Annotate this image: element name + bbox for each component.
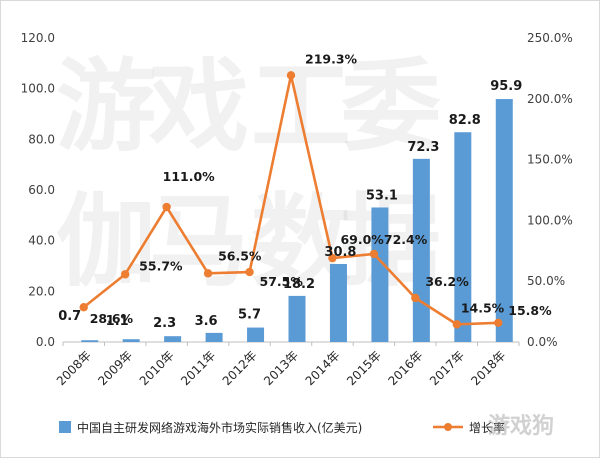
growth-value-label: 55.7% [139,258,183,273]
growth-value-label: 14.5% [461,300,505,315]
growth-value-label: 219.3% [305,51,358,66]
y-right-tick-label: 100.0% [527,213,573,227]
growth-point [79,303,88,312]
bar-value-label: 0.7 [58,309,81,324]
growth-point [369,249,379,259]
x-category-label: 2018年 [468,348,508,388]
watermark-glyph: 工 [251,48,351,165]
growth-point [328,253,337,263]
watermark-glyph: 伽 [56,183,156,300]
bar [495,99,513,342]
watermark-glyph: 游 [56,48,156,165]
growth-value-label: 15.8% [508,303,552,318]
growth-value-label: 111.0% [163,169,216,184]
x-category-label: 2010年 [137,348,177,388]
watermark-glyph: 戏 [149,48,249,165]
growth-value-label: 56.5% [218,248,262,263]
growth-value-label: 36.2% [425,274,469,289]
legend-swatch-point [444,423,452,431]
y-left-tick-label: 120.0 [21,31,55,45]
bar-value-label: 18.2 [283,277,315,292]
bar-value-label: 30.8 [324,245,356,260]
bar-value-label: 53.1 [366,188,398,203]
y-right-tick-label: 250.0% [527,31,573,45]
growth-point [120,270,130,279]
growth-point [494,318,503,327]
bar [288,295,306,342]
bar-value-label: 2.3 [153,316,176,331]
x-category-label: 2009年 [95,348,135,388]
growth-point [245,267,254,277]
y-left-tick-label: 20.0 [28,284,55,298]
bar [81,340,99,342]
bar [122,339,140,342]
x-category-label: 2017年 [427,348,467,388]
watermark-glyph: 马 [149,183,249,300]
bar-value-label: 95.9 [490,79,522,94]
x-category-label: 2014年 [303,348,343,388]
growth-value-label: 57.5% [260,274,304,289]
growth-value-label: 72.4% [384,232,428,247]
growth-point [286,71,296,80]
y-right-tick-label: 50.0% [527,274,565,288]
growth-value-label: 69.0% [340,232,384,247]
bar [329,263,347,342]
growth-point [162,202,171,212]
bar-value-label: 72.3 [407,140,439,155]
x-category-label: 2012年 [220,348,260,388]
growth-point [452,320,462,329]
bar [454,132,472,342]
bar [412,158,430,342]
bar-value-label: 3.6 [195,314,218,329]
y-left-tick-label: 0.0 [36,335,55,349]
y-right-tick-label: 0.0% [527,335,558,349]
y-right-tick-label: 150.0% [527,153,573,167]
bar [247,327,265,342]
bar [205,332,223,342]
x-category-label: 2015年 [344,348,384,388]
y-right-tick-label: 200.0% [527,92,573,106]
growth-point [203,269,213,278]
y-left-tick-label: 60.0 [28,183,55,197]
y-left-tick-label: 40.0 [28,234,55,248]
y-left-tick-label: 100.0 [21,82,55,96]
bar-value-label: 5.7 [238,308,261,323]
bar [164,336,182,342]
legend-label-bar: 中国自主研发网络游戏海外市场实际销售收入(亿美元) [77,420,362,435]
legend-label-line: 增长率 [469,420,505,435]
growth-value-label: 28.6% [90,311,134,326]
x-category-label: 2013年 [261,348,301,388]
bar-value-label: 1.1 [106,314,129,329]
corner-logo: 游戏狗 [488,413,554,439]
y-left-tick-label: 80.0 [28,132,55,146]
bar-value-label: 82.8 [449,113,481,128]
legend-swatch-bar [59,421,71,433]
growth-point [411,293,420,303]
x-category-label: 2008年 [54,348,94,388]
x-category-label: 2016年 [386,348,426,388]
watermark-glyph: 委 [341,48,441,165]
bar [371,207,389,342]
x-category-label: 2011年 [178,348,218,388]
